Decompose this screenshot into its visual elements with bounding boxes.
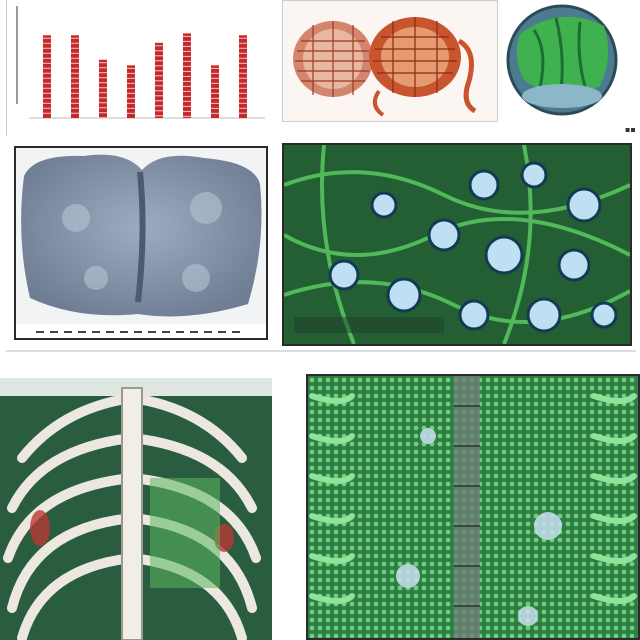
skeleton-panel xyxy=(0,378,272,640)
left-organ xyxy=(293,21,373,97)
bar-chart xyxy=(16,6,265,119)
cell-cluster xyxy=(284,145,630,344)
row-divider xyxy=(6,350,636,352)
bar-7 xyxy=(239,35,247,118)
green-globe: ▪▪ xyxy=(500,0,640,136)
bar-5 xyxy=(183,33,191,118)
spine-mesh-panel xyxy=(306,374,640,640)
globe-corner-mark: ▪▪ xyxy=(625,125,636,134)
ribcage-skeleton xyxy=(0,378,272,640)
tissue-panel xyxy=(14,146,268,340)
bar-0 xyxy=(43,35,51,118)
bar-chart-panel xyxy=(6,0,269,136)
right-organ xyxy=(369,17,477,117)
bar-1 xyxy=(71,35,79,118)
bar-3 xyxy=(127,65,135,118)
organ-illustration xyxy=(283,1,497,121)
organ-illustration-panel xyxy=(282,0,498,122)
cell-cluster-panel xyxy=(282,143,632,346)
bar-6 xyxy=(211,65,219,118)
bar-2 xyxy=(99,59,107,118)
tissue-specimen xyxy=(16,154,266,338)
globe-panel: ▪▪ xyxy=(500,0,640,136)
anatomy-overlay-text xyxy=(174,384,264,486)
spine-mesh xyxy=(308,376,638,638)
